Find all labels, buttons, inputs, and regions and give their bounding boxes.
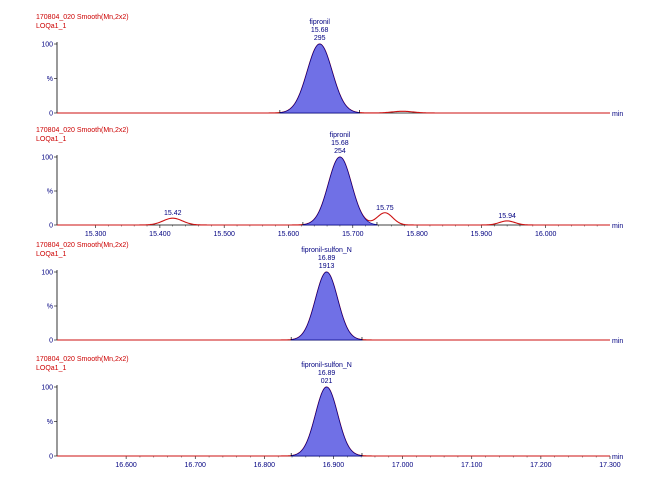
trace-header: 170804_020 Smooth(Mn,2x2) (36, 356, 129, 363)
y-tick-label: 0 (49, 111, 53, 118)
trace-header: 170804_020 Smooth(Mn,2x2) (36, 127, 129, 134)
y-tick-label: 100 (41, 385, 53, 392)
y-tick-label: 100 (41, 270, 53, 277)
x-tick-label: 16.800 (254, 462, 276, 469)
y-tick-label: 0 (49, 223, 53, 230)
peak-area (290, 386, 363, 457)
peak-rt-label: 15.68 (331, 140, 349, 147)
peak-area (290, 271, 363, 341)
trace-subheader: LOQa1_1 (36, 251, 67, 258)
x-unit-label: min (612, 454, 623, 461)
peak-name-label: fipronil-sulfon_N (301, 362, 352, 369)
x-unit-label: min (612, 111, 623, 118)
x-tick-label: 15.800 (406, 231, 428, 238)
trace-subheader: LOQa1_1 (36, 136, 67, 143)
x-tick-label: 16.900 (323, 462, 345, 469)
peak-name-label: fipronil (330, 132, 351, 139)
x-tick-label: 15.600 (278, 231, 300, 238)
x-tick-label: 15.500 (213, 231, 235, 238)
x-tick-label: 17.100 (461, 462, 483, 469)
y-tick-label: % (47, 304, 53, 311)
minor-peak-label: 15.94 (498, 213, 516, 220)
peak-rt-label: 15.68 (311, 27, 329, 34)
x-unit-label: min (612, 338, 623, 345)
x-tick-label: 15.900 (471, 231, 493, 238)
peak-area-label: 254 (334, 148, 346, 155)
x-tick-label: 17.300 (599, 462, 621, 469)
peak-rt-label: 16.89 (318, 255, 336, 262)
trace-header: 170804_020 Smooth(Mn,2x2) (36, 242, 129, 249)
minor-peak-label: 15.75 (376, 205, 394, 212)
y-tick-label: % (47, 76, 53, 83)
peak-name-label: fipronil-sulfon_N (301, 247, 352, 254)
peak-area-label: 295 (314, 35, 326, 42)
x-tick-label: 15.400 (149, 231, 171, 238)
y-tick-label: 100 (41, 155, 53, 162)
x-tick-label: 16.600 (115, 462, 137, 469)
chromatogram-panel-2 (54, 155, 610, 228)
peak-name-label: fipronil (309, 19, 330, 26)
x-tick-label: 16.000 (535, 231, 557, 238)
x-tick-label: 16.700 (185, 462, 207, 469)
x-unit-label: min (612, 223, 623, 230)
peak-area-label: 021 (321, 378, 333, 385)
y-tick-label: 100 (41, 42, 53, 49)
peak-rt-label: 16.89 (318, 370, 336, 377)
peak-area (302, 156, 378, 226)
trace-subheader: LOQa1_1 (36, 23, 67, 30)
trace-header: 170804_020 Smooth(Mn,2x2) (36, 14, 129, 21)
trace-subheader: LOQa1_1 (36, 365, 67, 372)
x-tick-label: 17.200 (530, 462, 552, 469)
chromatogram-panel-4 (54, 385, 611, 459)
y-tick-label: 0 (49, 338, 53, 345)
x-tick-label: 15.700 (342, 231, 364, 238)
peak-area (279, 43, 360, 114)
x-tick-label: 15.300 (85, 231, 107, 238)
chromatogram-panel-1 (54, 42, 610, 114)
y-tick-label: % (47, 189, 53, 196)
chromatogram-panel-3 (54, 270, 610, 341)
x-tick-label: 17.000 (392, 462, 414, 469)
y-tick-label: 0 (49, 454, 53, 461)
minor-peak-label: 15.42 (164, 210, 182, 217)
y-tick-label: % (47, 419, 53, 426)
peak-area-label: 1913 (319, 263, 335, 270)
